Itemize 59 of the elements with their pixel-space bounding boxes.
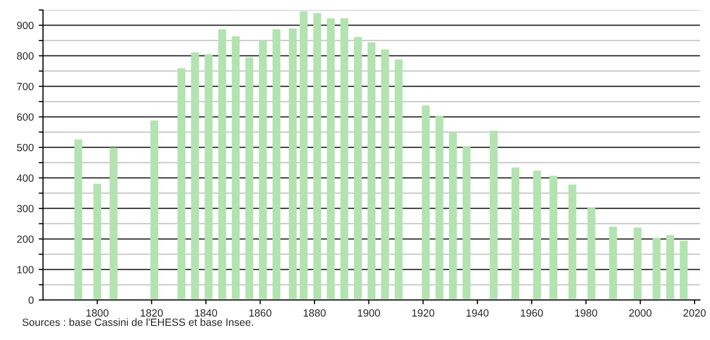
y-tick-label: 800 [17, 52, 34, 60]
x-tick-label: 1820 [140, 309, 163, 317]
bar [652, 238, 660, 300]
bar [462, 146, 470, 300]
y-tick-label: 600 [17, 113, 34, 121]
y-tick-label: 400 [16, 174, 34, 182]
source-note: Sources : base Cassini de l'EHESS et base Insee. [22, 318, 253, 326]
bar [340, 18, 348, 300]
x-tick-label: 1960 [520, 309, 543, 317]
y-tick-label: 700 [17, 82, 34, 90]
bar [150, 120, 158, 300]
bar [587, 208, 596, 300]
bar [300, 11, 308, 300]
bar [449, 132, 457, 300]
bar [258, 40, 267, 300]
bar [218, 29, 226, 300]
bar [110, 148, 118, 300]
bar [313, 13, 322, 300]
bar [326, 18, 335, 300]
bar [634, 228, 642, 300]
bar [272, 29, 280, 300]
y-tick-label: 200 [17, 235, 34, 243]
x-tick-label: 1860 [249, 309, 272, 317]
bar [232, 36, 240, 300]
x-tick-label: 1900 [358, 309, 380, 317]
x-tick-label: 1880 [304, 309, 326, 317]
bar [245, 57, 254, 300]
x-tick-label: 1840 [195, 309, 218, 317]
bar [394, 59, 403, 300]
bar [533, 170, 542, 300]
bar [490, 130, 498, 300]
bar [435, 116, 444, 300]
bar [666, 234, 674, 300]
bar [93, 184, 102, 300]
y-tick-label: 900 [17, 22, 34, 30]
bar [422, 106, 430, 300]
bar [178, 68, 186, 300]
bar [368, 42, 376, 300]
bar [549, 176, 558, 300]
x-tick-label: 1940 [466, 309, 489, 317]
y-tick-label: 100 [17, 266, 34, 274]
x-tick-label: 2020 [684, 309, 706, 317]
bar [568, 184, 576, 300]
bar [354, 37, 362, 300]
x-tick-label: 1920 [412, 309, 434, 317]
x-tick-label: 2000 [629, 309, 652, 317]
bar [680, 240, 688, 300]
bar [288, 28, 297, 300]
bar [381, 49, 390, 300]
bar [511, 168, 520, 300]
bar [191, 52, 199, 300]
y-tick-label: 0 [28, 296, 34, 304]
x-tick-label: 1980 [575, 309, 598, 317]
bar [609, 226, 618, 300]
y-tick-label: 500 [17, 144, 34, 152]
bar [204, 54, 213, 300]
bar [74, 139, 82, 300]
x-tick-label: 1800 [86, 309, 108, 317]
y-tick-label: 300 [16, 204, 34, 212]
